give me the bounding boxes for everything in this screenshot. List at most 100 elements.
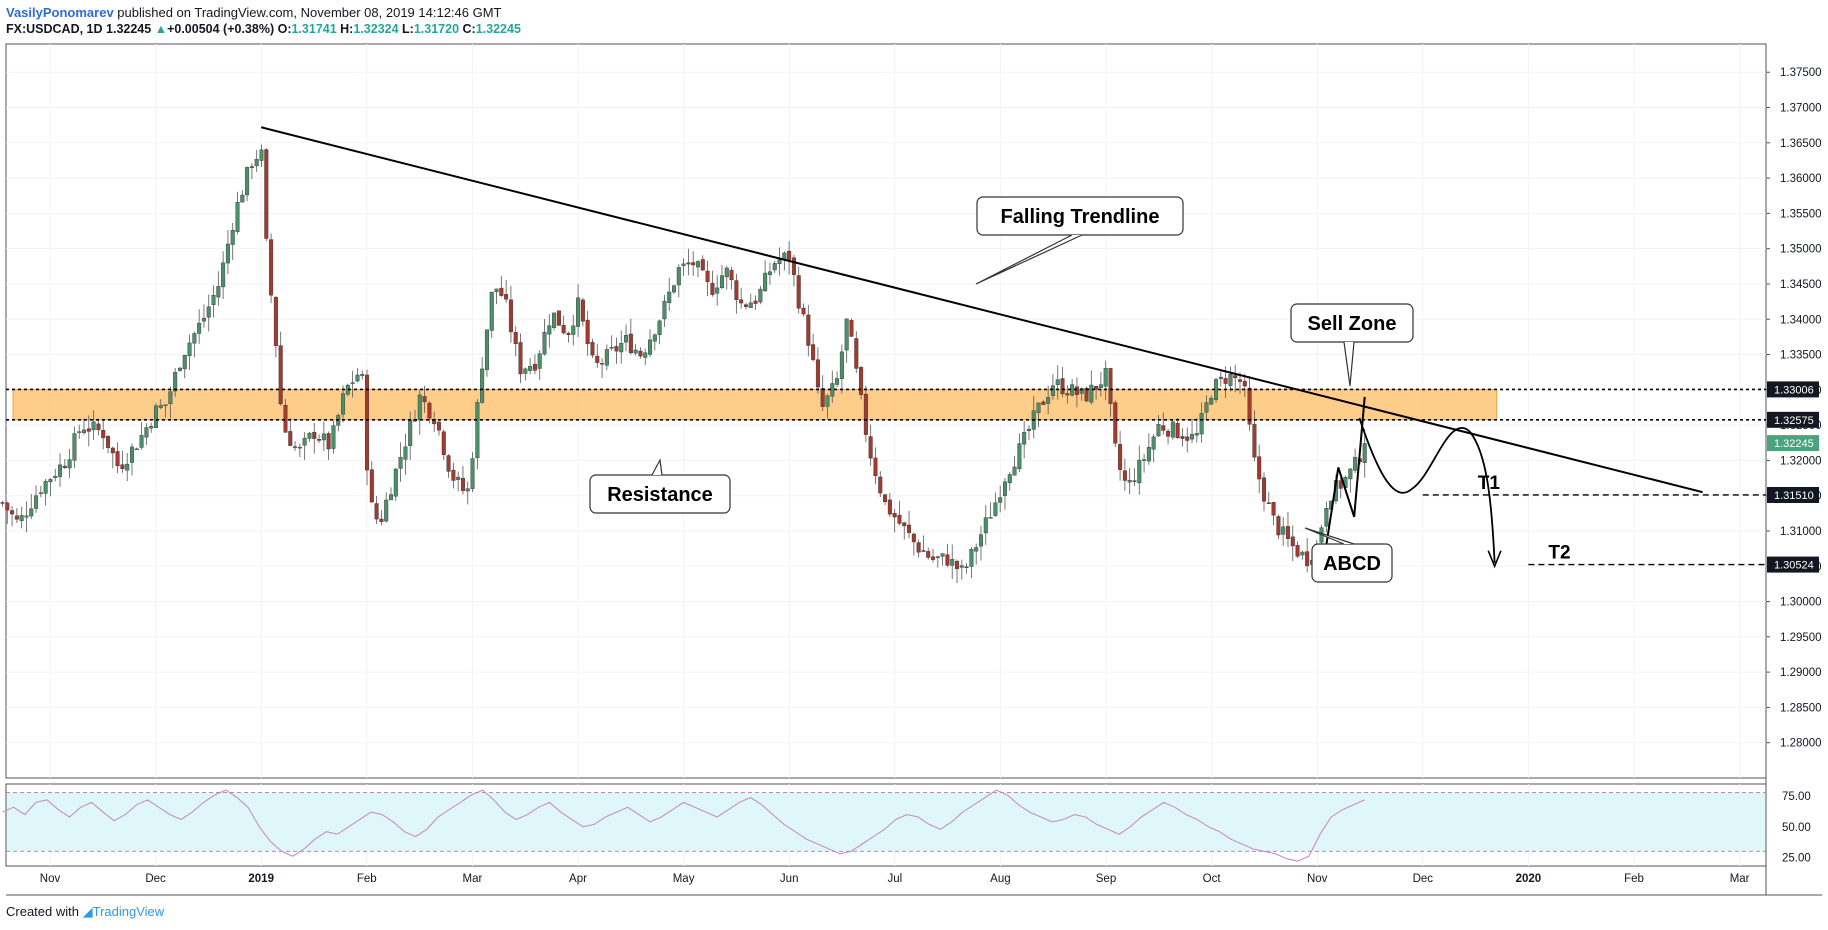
price-label-badge <box>1767 486 1819 503</box>
candle-up <box>993 502 998 516</box>
candle-up <box>758 288 763 303</box>
candle-down <box>1271 502 1276 516</box>
candle-down <box>1295 545 1300 557</box>
candle-up <box>34 495 39 509</box>
up-arrow-icon: ▲ <box>154 22 168 36</box>
price-tick-label: 1.36500 <box>1780 138 1822 150</box>
candle-down <box>868 436 873 459</box>
resistance-zone <box>12 388 1498 421</box>
resistance-callout-pointer <box>651 458 663 476</box>
candle-down <box>1223 378 1228 384</box>
candle-down <box>815 359 820 388</box>
candle-up <box>935 556 940 558</box>
time-tick-label: Oct <box>1203 873 1222 885</box>
candle-down <box>705 270 710 283</box>
candle-up <box>240 194 245 203</box>
candle-down <box>753 300 758 304</box>
publish-info: published on TradingView.com, November 0… <box>113 5 502 20</box>
time-tick-label: 2019 <box>248 873 274 885</box>
candle-up <box>206 306 211 318</box>
candle-down <box>1305 551 1310 567</box>
candle-up <box>676 267 681 286</box>
time-tick-label: Nov <box>40 873 61 885</box>
candle-up <box>950 559 955 566</box>
candle-up <box>998 497 1003 503</box>
candle-down <box>873 457 878 477</box>
candles <box>0 144 1367 584</box>
candle-up <box>465 488 470 492</box>
candle-up <box>667 291 672 303</box>
candle-up <box>724 267 729 278</box>
price-label-badge <box>1767 381 1819 398</box>
candle-down <box>787 250 792 260</box>
candle-down <box>1065 393 1070 396</box>
candle-up <box>1146 447 1151 462</box>
candle-down <box>1185 436 1190 441</box>
candle-down <box>883 494 888 503</box>
candle-up <box>53 475 58 478</box>
candle-down <box>288 431 293 446</box>
candle-up <box>648 339 653 355</box>
candle-up <box>216 286 221 298</box>
candle-up <box>134 448 139 451</box>
candle-down <box>614 346 619 352</box>
candle-down <box>499 287 504 296</box>
author-link[interactable]: VasilyPonomarev <box>6 5 114 20</box>
candle-down <box>278 345 283 405</box>
candle-up <box>604 349 609 366</box>
price-tick-label: 1.28500 <box>1780 702 1822 714</box>
candle-up <box>763 272 768 292</box>
candle-down <box>1285 526 1290 539</box>
abcd-callout-pointer <box>1304 527 1355 545</box>
candle-down <box>96 423 101 430</box>
candle-down <box>101 430 106 439</box>
candle-up <box>43 480 48 494</box>
candle-down <box>1261 477 1266 502</box>
tradingview-brand[interactable]: TradingView <box>92 904 165 919</box>
candle-up <box>67 459 72 469</box>
candle-down <box>921 550 926 552</box>
candle-up <box>576 297 581 327</box>
high-value: 1.32324 <box>353 22 399 36</box>
candle-down <box>283 404 288 433</box>
candle-up <box>187 342 192 356</box>
candle-up <box>384 499 389 522</box>
candle-down <box>1113 402 1118 444</box>
candle-up <box>1199 413 1204 435</box>
candle-down <box>945 554 950 566</box>
candle-down <box>1252 423 1257 458</box>
candle-up <box>1170 421 1175 438</box>
close-value: 1.32245 <box>475 22 521 36</box>
candle-up <box>662 301 667 320</box>
candle-up <box>494 288 499 293</box>
candle-up <box>830 383 835 397</box>
candle-down <box>451 469 456 481</box>
tradingview-logo-icon[interactable]: ◢ <box>82 904 93 919</box>
low-value: 1.31720 <box>413 22 460 36</box>
sell-zone-callout-text: Sell Zone <box>1308 313 1397 335</box>
candle-down <box>892 512 897 518</box>
created-with-label: Created with <box>6 904 79 919</box>
abcd-callout-text: ABCD <box>1323 553 1381 575</box>
candle-up <box>1098 384 1103 388</box>
price-tick-label: 1.33500 <box>1780 350 1822 362</box>
candle-down <box>902 522 907 527</box>
candle-up <box>355 374 360 382</box>
candle-down <box>1094 386 1099 390</box>
candle-up <box>58 464 63 477</box>
candle-up <box>652 334 657 342</box>
candle-up <box>1228 374 1233 386</box>
falling-trendline-callout-pointer <box>975 234 1083 285</box>
falling-trendline <box>260 126 1703 494</box>
candle-down <box>269 239 274 296</box>
candle-up <box>19 515 24 521</box>
candle-down <box>115 451 120 467</box>
candle-up <box>1209 397 1214 405</box>
price-label-badge <box>1767 435 1819 452</box>
candle-up <box>528 365 533 371</box>
candle-up <box>772 263 777 271</box>
candle-up <box>82 429 87 433</box>
target-label: T1 <box>1478 473 1501 494</box>
candle-down <box>628 333 633 354</box>
